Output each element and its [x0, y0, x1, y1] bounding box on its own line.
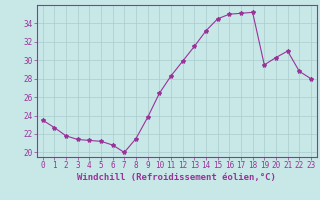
X-axis label: Windchill (Refroidissement éolien,°C): Windchill (Refroidissement éolien,°C): [77, 173, 276, 182]
